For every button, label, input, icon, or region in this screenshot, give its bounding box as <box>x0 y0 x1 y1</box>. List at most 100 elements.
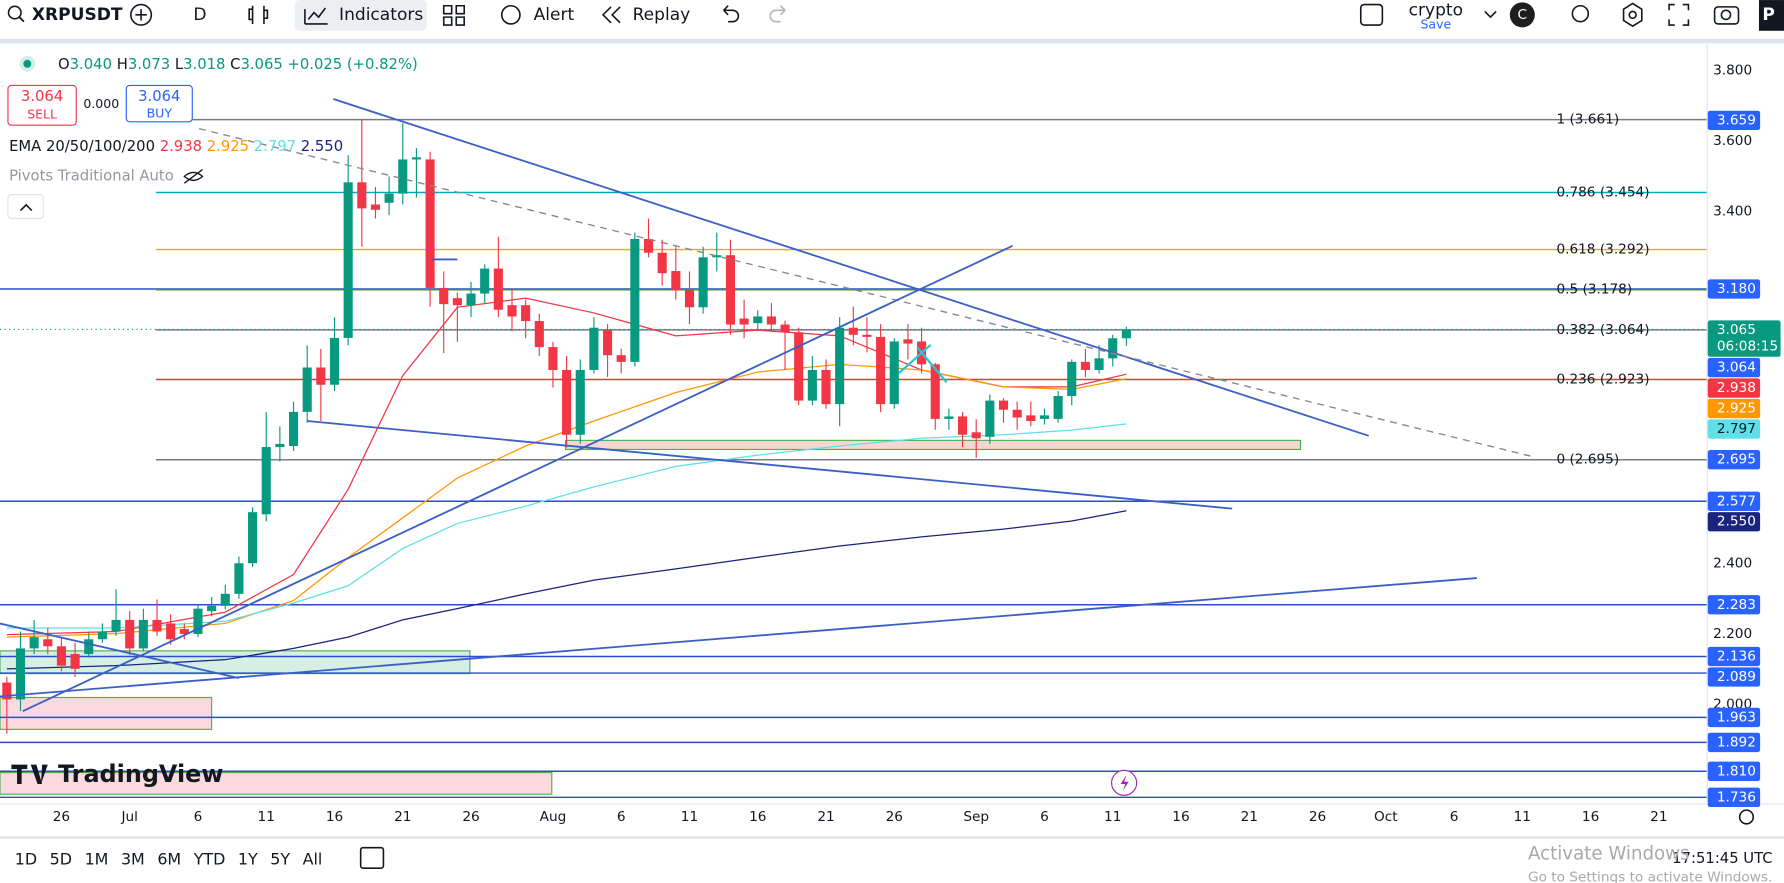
sell-button[interactable] <box>7 84 77 126</box>
candle-body <box>534 321 544 348</box>
timeframe-button[interactable]: 1M <box>85 850 109 869</box>
candle-body <box>616 355 626 362</box>
candle-body <box>316 367 326 385</box>
templates-button[interactable] <box>442 4 466 26</box>
ohlc-label: L <box>175 56 184 73</box>
search-icon[interactable] <box>7 5 22 20</box>
symbol[interactable]: XRPUSDT <box>32 5 123 25</box>
screenshot-icon <box>1720 9 1732 21</box>
layout-name[interactable]: crypto <box>1409 0 1463 20</box>
trendline <box>198 127 1537 459</box>
candle-body <box>739 318 749 325</box>
indicators-icon <box>304 7 328 25</box>
timeframe-button[interactable]: 5Y <box>270 850 290 869</box>
price-tag-label: 3.064 <box>1717 360 1756 376</box>
timeframe-button[interactable]: 3M <box>121 850 145 869</box>
candle-body <box>1053 396 1063 419</box>
candle-body <box>439 287 449 305</box>
x-tick-label: 16 <box>1582 809 1599 825</box>
price-tag <box>1707 595 1761 615</box>
trendline <box>307 420 1233 510</box>
candle-body <box>220 593 230 606</box>
x-tick-label: 26 <box>886 809 903 825</box>
date-range-button[interactable] <box>359 846 385 869</box>
candle-body <box>84 639 94 655</box>
status-dot <box>23 59 32 68</box>
timeframe-button[interactable]: 6M <box>157 850 181 869</box>
candle-body <box>370 204 381 210</box>
candle-body <box>630 239 640 362</box>
separator <box>0 836 1784 839</box>
timeframe-button[interactable]: 1Y <box>238 850 258 869</box>
indicators-button[interactable] <box>294 0 427 31</box>
candle-body <box>152 619 162 632</box>
drawings <box>0 98 1537 712</box>
publish-label[interactable]: P <box>1762 5 1775 25</box>
candle-body <box>1108 338 1118 359</box>
candle-body <box>698 257 708 308</box>
alert-icon[interactable] <box>500 4 521 25</box>
avatar[interactable] <box>1509 2 1535 28</box>
axis-settings[interactable] <box>1738 809 1755 825</box>
price-tag <box>1707 320 1781 357</box>
x-tick-label: 6 <box>1450 809 1459 825</box>
fullscreen-button[interactable] <box>1668 3 1690 26</box>
compare-button[interactable] <box>130 3 153 26</box>
lens-button[interactable] <box>1571 4 1590 23</box>
price-tag <box>1707 357 1761 378</box>
x-tick-label: Jul <box>120 809 137 825</box>
candle-body <box>684 290 695 308</box>
candle-body <box>998 400 1009 410</box>
price-tag-label: 1.810 <box>1717 763 1756 779</box>
price-tag <box>1707 398 1761 419</box>
price-tag-label: 2.136 <box>1717 649 1756 665</box>
save-label[interactable]: Save <box>1421 17 1452 32</box>
candle-body <box>1121 329 1131 339</box>
layout-button[interactable] <box>1359 3 1384 26</box>
timeframe-button[interactable]: All <box>303 850 323 869</box>
sell-price: 3.064 <box>21 88 63 105</box>
candle-body <box>889 341 899 405</box>
candle-body <box>480 268 490 294</box>
timeframe-button[interactable]: 1D <box>15 850 37 869</box>
candle-body <box>507 305 517 317</box>
x-tick-label: Sep <box>963 809 989 825</box>
avatar-letter: C <box>1518 7 1528 23</box>
replay-icon[interactable] <box>601 6 621 24</box>
candle-body <box>166 623 176 640</box>
ohlc-value: 3.018 <box>183 56 225 73</box>
timeframe-button[interactable]: 5D <box>50 850 72 869</box>
interval[interactable]: D <box>193 5 206 25</box>
candle-body <box>1026 415 1036 422</box>
candle-body <box>575 369 585 435</box>
compare-icon <box>135 9 147 21</box>
settings-button[interactable] <box>1622 2 1643 28</box>
redo-button[interactable] <box>769 5 786 23</box>
candle-body <box>70 654 80 669</box>
publish-button[interactable] <box>1758 0 1784 31</box>
x-tick-label: 11 <box>258 809 275 825</box>
visibility-icon[interactable] <box>183 169 204 184</box>
ohlc-value: 3.065 <box>240 56 282 73</box>
candle-body <box>835 327 845 405</box>
price-tag-label: 1.892 <box>1717 734 1756 750</box>
x-tick-label: 26 <box>53 809 70 825</box>
undo-button[interactable] <box>723 5 740 23</box>
price-tag <box>1707 110 1761 131</box>
screenshot-button[interactable] <box>1713 6 1740 25</box>
price-tag <box>1707 732 1761 753</box>
collapse-button[interactable] <box>7 194 44 220</box>
indicators-label[interactable]: Indicators <box>339 5 423 25</box>
price-tag-label: 2.089 <box>1717 669 1756 685</box>
layout-menu[interactable] <box>1484 10 1497 19</box>
fib-label: 1 (3.661) <box>1556 112 1619 128</box>
replay-label[interactable]: Replay <box>633 5 691 25</box>
chart-type-button[interactable] <box>248 5 269 24</box>
buy-button[interactable] <box>125 84 193 123</box>
price-tag-label: 2.577 <box>1717 493 1756 509</box>
candle-body <box>466 293 476 306</box>
candle-body <box>780 324 790 333</box>
timeframe-button[interactable]: YTD <box>193 850 226 869</box>
alert-label[interactable]: Alert <box>534 5 575 25</box>
